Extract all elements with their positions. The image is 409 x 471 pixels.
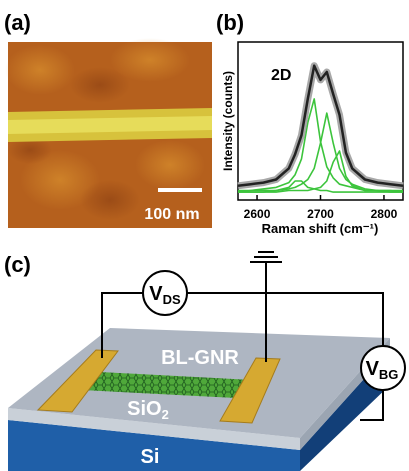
x-tick-label: 2800 — [371, 207, 398, 221]
afm-texture — [80, 180, 140, 220]
vds-sub: DS — [163, 292, 181, 307]
sum-line — [238, 66, 403, 186]
oxide-main: SiO — [127, 398, 161, 420]
x-tick-label: 2600 — [244, 207, 271, 221]
vbg-sub: BG — [379, 367, 399, 382]
afm-texture — [70, 67, 130, 103]
peak-annotation: 2D — [271, 67, 291, 84]
vbg-main: V — [366, 358, 380, 380]
afm-image: 100 nm — [5, 38, 212, 228]
substrate-label: Si — [141, 446, 160, 468]
device-schematic: VDS VBG BL-GNR SiO2 Si — [8, 252, 405, 471]
panel-label: (c) — [4, 252, 31, 277]
afm-texture — [5, 45, 75, 95]
data-halo — [238, 66, 403, 186]
raman-chart: 2D Raman shift (cm⁻¹) Intensity (counts)… — [221, 42, 403, 236]
y-axis-label: Intensity (counts) — [221, 71, 235, 171]
figure: (a) 100 nm (b) 2D Raman shift (cm⁻¹) Int… — [0, 0, 409, 471]
vds-main: V — [149, 283, 163, 305]
oxide-sub: 2 — [162, 407, 169, 422]
plot-frame — [238, 42, 403, 200]
panel-label: (a) — [4, 10, 31, 35]
channel-label: BL-GNR — [161, 347, 239, 369]
scale-bar-label: 100 nm — [144, 206, 199, 223]
x-tick-label: 2700 — [307, 207, 334, 221]
afm-texture — [135, 140, 205, 190]
panel-label: (b) — [216, 10, 244, 35]
x-axis-label: Raman shift (cm⁻¹) — [262, 221, 379, 236]
